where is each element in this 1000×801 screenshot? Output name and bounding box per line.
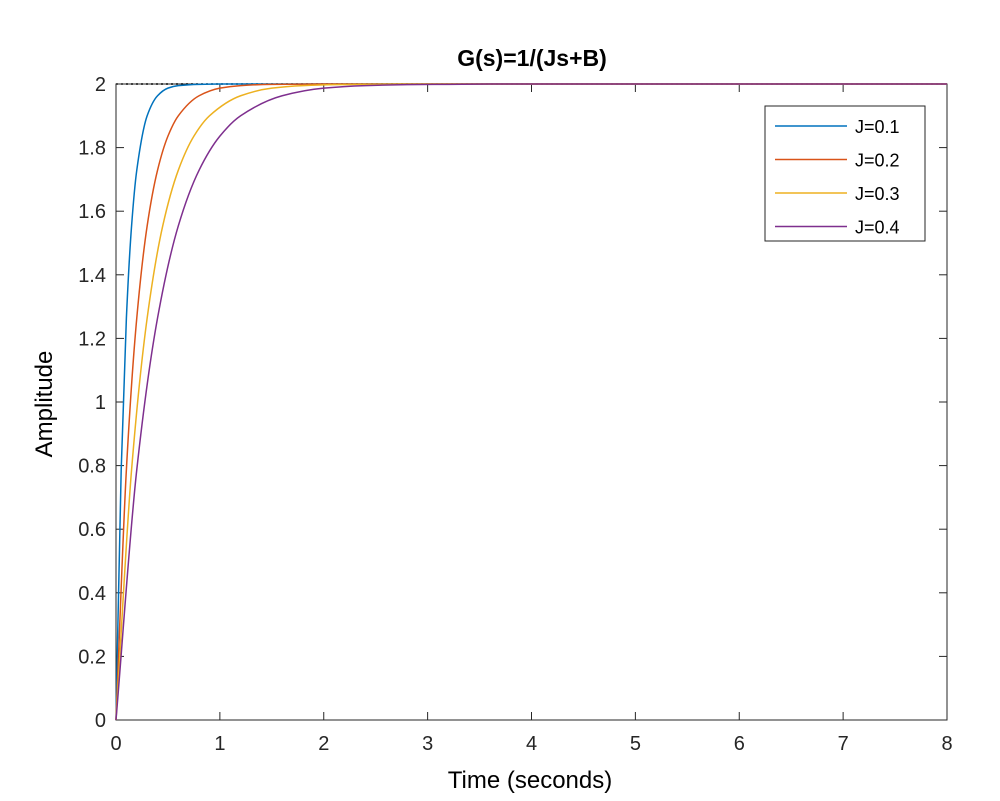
x-tick-label: 5 <box>630 733 641 755</box>
y-tick-label: 0 <box>95 710 106 732</box>
y-tick-label: 1.2 <box>78 328 106 350</box>
legend: J=0.1 J=0.2 J=0.3 J=0.4 <box>764 105 926 242</box>
y-tick-label: 1 <box>95 392 106 414</box>
x-tick-label: 3 <box>422 733 433 755</box>
y-tick-label: 0.8 <box>78 456 106 478</box>
x-tick-label: 1 <box>214 733 225 755</box>
x-axis-label: Time (seconds) <box>448 767 612 794</box>
legend-entry-label: J=0.2 <box>855 151 900 171</box>
y-axis-ticks: 0 0.2 0.4 0.6 0.8 1 1.2 1.4 1.6 1.8 2 <box>78 74 947 732</box>
y-tick-label: 2 <box>95 74 106 96</box>
y-tick-label: 1.4 <box>78 265 106 287</box>
x-tick-label: 8 <box>941 733 952 755</box>
y-tick-label: 1.6 <box>78 201 106 223</box>
y-tick-label: 0.6 <box>78 519 106 541</box>
y-axis-label: Amplitude <box>31 351 58 458</box>
x-tick-label: 6 <box>734 733 745 755</box>
chart-title: G(s)=1/(Js+B) <box>457 45 607 71</box>
y-tick-label: 0.2 <box>78 646 106 668</box>
x-tick-label: 0 <box>110 733 121 755</box>
series-lines <box>115 83 947 721</box>
legend-entry-label: J=0.1 <box>855 117 900 137</box>
x-tick-label: 2 <box>318 733 329 755</box>
x-tick-label: 7 <box>838 733 849 755</box>
y-tick-label: 1.8 <box>78 138 106 160</box>
legend-box <box>764 105 926 242</box>
x-tick-label: 4 <box>526 733 537 755</box>
y-tick-label: 0.4 <box>78 583 106 605</box>
legend-entry-label: J=0.4 <box>855 218 900 238</box>
legend-entry-label: J=0.3 <box>855 184 900 204</box>
series-line-4 <box>115 83 947 721</box>
x-axis-ticks: 0 1 2 3 4 5 6 7 8 <box>110 84 953 755</box>
